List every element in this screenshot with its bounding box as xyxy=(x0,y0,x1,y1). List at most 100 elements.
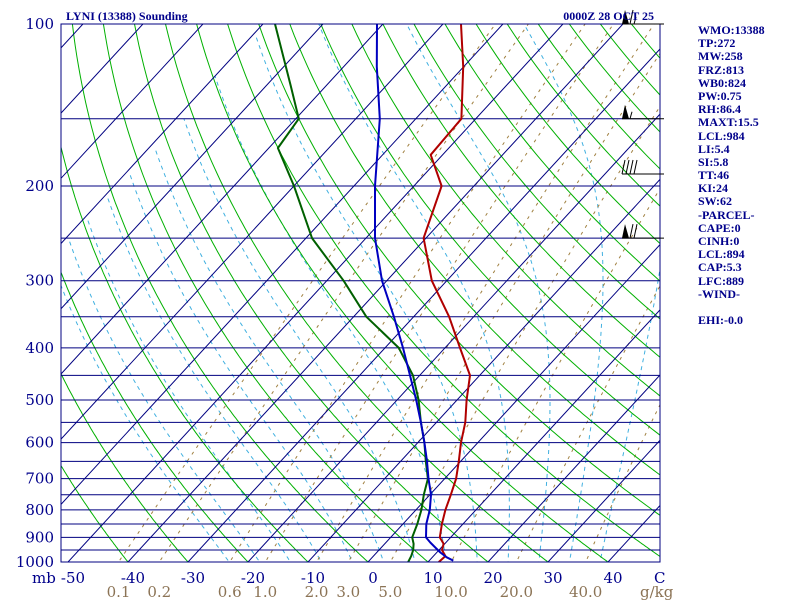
isotherm-line xyxy=(247,113,660,562)
temperature-tick-label: 40 xyxy=(603,569,622,587)
dry-adiabat xyxy=(61,464,129,562)
isotherm-line xyxy=(0,12,34,573)
isotherm-line xyxy=(61,24,264,245)
mixing-ratio-line xyxy=(315,24,655,562)
dry-adiabat xyxy=(227,24,660,558)
stat-item: MW:258 xyxy=(698,49,743,64)
dry-adiabat xyxy=(258,24,660,516)
dry-adiabat xyxy=(351,24,660,397)
mixing-ratio-line xyxy=(117,24,496,562)
dry-adiabat xyxy=(413,24,660,320)
mixing-ratio-tick-label: 10.0 xyxy=(434,583,467,600)
stat-item: CAPE:0 xyxy=(698,220,741,235)
pressure-tick-label: 100 xyxy=(25,15,54,33)
mixing-ratio-tick-label: 20.0 xyxy=(500,583,533,600)
pressure-tick-label: 700 xyxy=(25,470,54,488)
pressure-tick-label: 500 xyxy=(25,391,54,409)
dry-adiabat xyxy=(61,145,309,562)
stat-item: LI:5.4 xyxy=(698,141,730,156)
wind-barb xyxy=(622,223,664,239)
stat-item: SI:5.8 xyxy=(698,154,729,169)
temperature-tick-label: 20 xyxy=(483,569,502,587)
dry-adiabat xyxy=(382,24,660,358)
temperature-tick-label: -40 xyxy=(121,569,145,587)
dry-adiabat xyxy=(61,270,249,562)
mixing-ratio-tick-label: 0.1 xyxy=(107,583,131,600)
dry-adiabat xyxy=(164,24,549,562)
mixing-ratio-tick-label: 3.0 xyxy=(336,583,360,600)
dry-adiabat xyxy=(102,24,429,562)
isotherm-line xyxy=(307,178,660,562)
isotherm-line xyxy=(61,24,504,506)
moist-adiabat xyxy=(599,24,660,562)
stat-item: TP:272 xyxy=(698,36,736,51)
isotherm-line xyxy=(187,48,660,562)
isotherm-line xyxy=(61,24,444,440)
mixing-ratio-line xyxy=(158,24,529,562)
temperature-tick-label: -10 xyxy=(301,569,325,587)
stat-item: -PARCEL- xyxy=(698,207,755,222)
mixing-ratio-tick-label: 0.2 xyxy=(147,583,171,600)
dry-adiabat xyxy=(61,372,189,562)
stat-item: LFC:889 xyxy=(698,273,744,288)
mixing-ratio-tick-label: 1.0 xyxy=(253,583,277,600)
profile-lines xyxy=(274,24,471,562)
dewpoint-profile xyxy=(274,24,429,562)
dry-adiabats xyxy=(61,24,660,562)
pressure-tick-label: 300 xyxy=(25,272,54,290)
temperature-tick-label: 30 xyxy=(543,569,562,587)
isotherms xyxy=(0,12,660,573)
plot-frame xyxy=(60,23,661,563)
mixing-ratio-tick-labels: 0.1 0.2 0.6 1.0 2.0 3.0 5.0 10.0 20.0 40.0 xyxy=(107,583,603,600)
pressure-tick-label: 400 xyxy=(25,339,54,357)
moist-adiabat xyxy=(318,24,510,562)
isotherm-line xyxy=(487,374,660,562)
mixing-ratio-line xyxy=(347,52,660,562)
mixing-ratio-tick-label: 40.0 xyxy=(569,583,602,600)
wind-barb xyxy=(621,159,664,175)
stat-item: WB0:824 xyxy=(698,75,746,90)
isotherm-line xyxy=(61,24,204,180)
temperature-tick-label: -50 xyxy=(61,569,85,587)
mixing-ratio-tick-label: 0.6 xyxy=(218,583,242,600)
wind-barbs xyxy=(621,9,664,239)
stat-item: PW:0.75 xyxy=(698,88,742,103)
background-lines xyxy=(0,12,660,573)
stat-item: CINH:0 xyxy=(698,234,740,248)
dry-adiabat xyxy=(444,24,660,282)
dry-adiabat xyxy=(599,24,660,96)
isotherm-line xyxy=(61,24,84,49)
stat-item: FRZ:813 xyxy=(698,62,744,77)
isotherm-line xyxy=(61,24,384,375)
stat-item: LCL:984 xyxy=(698,128,745,143)
dry-adiabat xyxy=(289,24,660,476)
isotherm-line xyxy=(427,309,660,562)
mixing-ratio-unit-label: g/kg xyxy=(640,583,674,600)
pressure-tick-label: 200 xyxy=(25,177,54,195)
moist-adiabat xyxy=(406,24,551,562)
pressure-tick-label: 600 xyxy=(25,434,54,452)
temperature-tick-label: 10 xyxy=(423,569,442,587)
chart-title: LYNI (13388) Sounding xyxy=(66,9,188,23)
isotherm-line xyxy=(127,24,624,562)
pressure-tick-label: 900 xyxy=(25,528,54,546)
moist-adiabat xyxy=(86,218,292,562)
mixing-ratio-tick-label: 2.0 xyxy=(305,583,329,600)
mixing-ratio-line xyxy=(515,284,660,562)
moist-adiabat xyxy=(129,173,354,562)
stat-item: CAP:5.3 xyxy=(698,260,742,275)
temperature-unit-label: C xyxy=(654,569,665,587)
dry-adiabat xyxy=(196,24,609,562)
wind-barb xyxy=(622,104,664,120)
moist-adiabat xyxy=(107,197,322,562)
mixing-ratio-line xyxy=(229,24,586,562)
parcel-profile xyxy=(374,24,454,562)
stat-item: RH:86.4 xyxy=(698,102,741,117)
mixing-ratio-tick-label: 5.0 xyxy=(378,583,402,600)
stat-item: WMO:13388 xyxy=(698,23,765,37)
wind-barb xyxy=(622,9,664,25)
moist-adiabat xyxy=(214,75,447,562)
dry-adiabat xyxy=(133,24,489,562)
pressure-tick-labels: 100 200 300 400 500 600 700 800 900 1000 xyxy=(16,15,54,571)
